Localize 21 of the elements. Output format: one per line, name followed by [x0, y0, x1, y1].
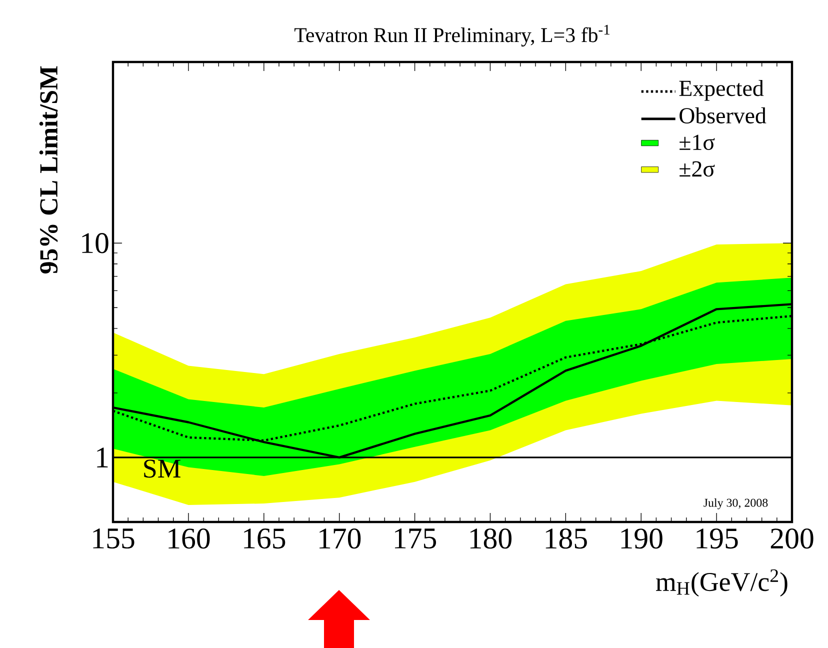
x-tick-label: 160 [168, 528, 210, 549]
chart-title: Tevatron Run II Preliminary, L=3 fb$^{-1}$ [294, 24, 610, 47]
x-tick-label: 165 [244, 528, 286, 549]
legend-label: Expected [679, 80, 764, 101]
x-tick-label: 190 [621, 528, 662, 549]
y-axis-title: 95% CL Limit/SM [39, 66, 58, 274]
x-tick-label: 180 [470, 528, 512, 549]
y-tick-label: 10 [82, 233, 108, 254]
x-tick-label: 195 [696, 528, 738, 549]
x-tick-label: 200 [770, 528, 814, 549]
legend-label: ±2σ [680, 161, 715, 177]
x-tick-label: 185 [546, 528, 587, 549]
legend-label: Observed [680, 107, 766, 124]
x-tick-label: 175 [394, 528, 436, 549]
annotation: July 30, 2008 [704, 498, 768, 510]
legend-label: ±1σ [680, 134, 715, 150]
x-tick-label: 170 [320, 528, 361, 549]
y-tick-label: 1 [97, 448, 108, 468]
x-tick-label: 155 [93, 528, 134, 549]
ref-line-label: SM [144, 460, 180, 478]
x-axis-title: m$_{H}$(GeV/c$^{2}$) [656, 569, 788, 597]
